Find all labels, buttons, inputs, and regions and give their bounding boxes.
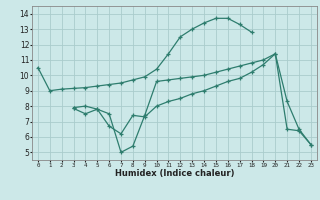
X-axis label: Humidex (Indice chaleur): Humidex (Indice chaleur) [115,169,234,178]
